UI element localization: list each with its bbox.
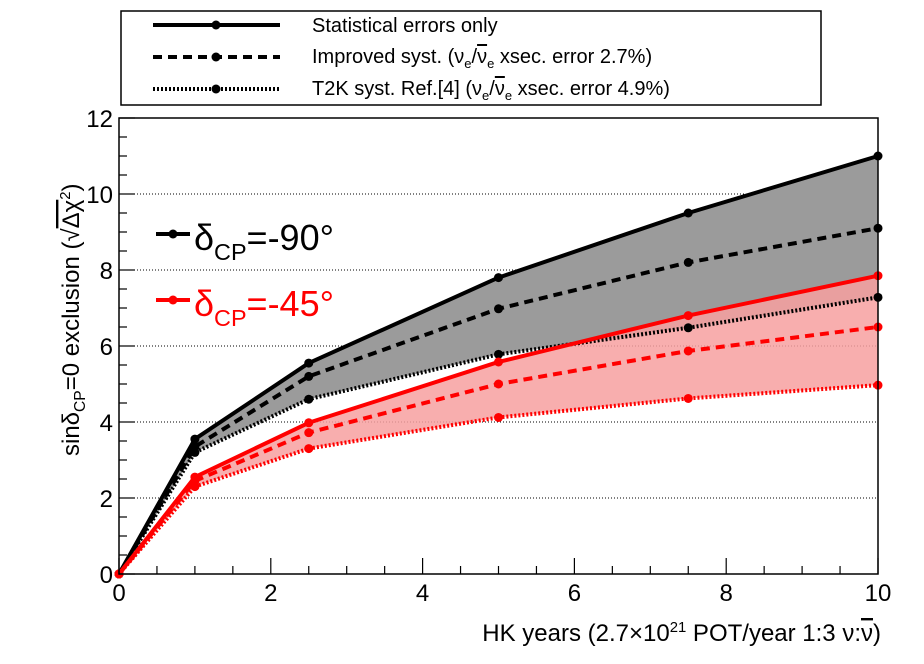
legend-dashed-pre: Improved syst. ( bbox=[312, 46, 455, 68]
x-tick-label-0: 0 bbox=[112, 580, 125, 607]
y-tick-label-6: 6 bbox=[100, 334, 113, 361]
x-tick-label-10: 10 bbox=[865, 580, 892, 607]
x-tick-label-6: 6 bbox=[568, 580, 581, 607]
legend-samples bbox=[153, 20, 280, 94]
point-group0-solid-1 bbox=[190, 434, 200, 444]
point-group1-dotted-1 bbox=[190, 482, 200, 492]
point-group0-dashed-4 bbox=[683, 257, 693, 267]
point-group1-dashed-2 bbox=[304, 428, 314, 438]
point-group1-solid-3 bbox=[494, 357, 503, 367]
y-title-mid: =0 exclusion ( bbox=[58, 242, 85, 391]
point-group1-dotted-3 bbox=[494, 412, 503, 422]
x-title-nubar: ν bbox=[861, 620, 873, 647]
group-label-45: δCP=-45° bbox=[156, 283, 334, 331]
legend-sample-marker-solid bbox=[211, 20, 221, 30]
legend-dotted-pre: T2K syst. Ref.[4] ( bbox=[312, 78, 472, 100]
series-line-group1-dashed bbox=[117, 325, 879, 576]
point-group1-solid-4 bbox=[683, 311, 693, 321]
legend-dashed-sub1: e bbox=[464, 56, 471, 71]
point-group0-dotted-4 bbox=[683, 323, 693, 333]
series-line-group0-solid bbox=[117, 154, 879, 575]
y-title-pre: sinδ bbox=[58, 412, 85, 456]
legend-entry-dotted: T2K syst. Ref.[4] (νe/νe xsec. error 4.9… bbox=[312, 78, 670, 103]
y-tick-label-12: 12 bbox=[86, 106, 113, 133]
group-label-45-value: =-45° bbox=[247, 283, 334, 324]
tick-labels: 0 2 4 6 8 10 0 2 4 6 8 10 12 bbox=[86, 106, 891, 607]
legend-dashed-slash: / bbox=[472, 46, 478, 68]
point-group1-solid-2 bbox=[304, 418, 314, 428]
group-sample-marker-0 bbox=[168, 229, 178, 239]
legend-dashed-nu: ν bbox=[454, 46, 464, 68]
point-group0-dotted-1 bbox=[190, 447, 200, 457]
y-title-sub: CP bbox=[72, 390, 89, 412]
group-label-90: δCP=-90° bbox=[156, 217, 334, 265]
legend-dashed-post: xsec. error 2.7%) bbox=[494, 46, 652, 68]
group-label-90-delta: δ bbox=[194, 217, 214, 258]
legend-sample-marker-dotted bbox=[211, 84, 221, 94]
group-label-45-sub: CP bbox=[214, 305, 247, 331]
point-group0-dashed-2 bbox=[304, 371, 314, 381]
legend-entry-dashed: Improved syst. (νe/νe xsec. error 2.7%) bbox=[312, 46, 652, 71]
legend-dotted-nubar: ν bbox=[495, 78, 505, 100]
legend-dotted-sub2: e bbox=[505, 88, 512, 103]
x-title-pre: HK years (2.7×10 bbox=[482, 620, 669, 647]
y-axis-title: sinδCP=0 exclusion (√Δχ2) bbox=[58, 183, 89, 456]
x-tick-label-8: 8 bbox=[720, 580, 733, 607]
x-axis-title: HK years (2.7×1021 POT/year 1:3 ν:ν) bbox=[482, 620, 881, 647]
y-title-post: ) bbox=[58, 183, 85, 191]
series-line-group1-dotted bbox=[117, 383, 879, 576]
point-group0-dotted-2 bbox=[304, 394, 314, 404]
group-label-90-sample bbox=[156, 229, 190, 239]
legend-dashed-sub2: e bbox=[487, 56, 494, 71]
y-title-chi: Δχ bbox=[58, 199, 85, 228]
point-group1-dotted-2 bbox=[304, 444, 314, 454]
legend-dashed-nubar: ν bbox=[477, 46, 487, 68]
point-group0-solid-3 bbox=[494, 273, 503, 283]
y-tick-label-4: 4 bbox=[100, 410, 113, 437]
series-lines bbox=[114, 151, 883, 579]
group-label-45-text: δCP=-45° bbox=[194, 283, 334, 331]
legend-dotted-post: xsec. error 4.9%) bbox=[512, 78, 670, 100]
x-tick-label-4: 4 bbox=[416, 580, 429, 607]
legend-dotted-sub1: e bbox=[482, 88, 489, 103]
point-group1-dotted-4 bbox=[683, 393, 693, 403]
group-label-45-sample bbox=[156, 295, 190, 305]
x-title-post: POT/year 1:3 ν: bbox=[686, 620, 861, 647]
point-group0-solid-2 bbox=[304, 358, 314, 368]
series-line-group0-dashed bbox=[117, 226, 879, 576]
group-sample-marker-1 bbox=[168, 295, 178, 305]
point-group1-dashed-4 bbox=[683, 346, 693, 356]
x-title-exp: 21 bbox=[670, 620, 687, 636]
legend-entry-solid: Statistical errors only bbox=[312, 15, 498, 37]
y-tick-label-0: 0 bbox=[100, 562, 113, 589]
point-group0-dotted-3 bbox=[494, 349, 503, 359]
y-tick-label-10: 10 bbox=[86, 182, 113, 209]
axes bbox=[118, 117, 879, 575]
group-label-90-text: δCP=-90° bbox=[194, 217, 334, 265]
legend-sample-marker-dashed bbox=[211, 52, 221, 62]
series-line-group1-solid bbox=[117, 273, 879, 576]
legend: Statistical errors only Improved syst. (… bbox=[120, 10, 822, 106]
y-title-sqrt: √ bbox=[58, 228, 85, 242]
point-group1-dashed-3 bbox=[494, 379, 503, 389]
group-label-45-delta: δ bbox=[194, 283, 214, 324]
y-tick-label-2: 2 bbox=[100, 486, 113, 513]
y-title-sup: 2 bbox=[58, 191, 74, 199]
group-label-90-value: =-90° bbox=[247, 217, 334, 258]
group-label-90-sub: CP bbox=[214, 239, 247, 265]
point-group0-solid-4 bbox=[683, 208, 693, 218]
x-tick-label-2: 2 bbox=[264, 580, 277, 607]
legend-dotted-slash: / bbox=[489, 78, 495, 100]
point-group0-dashed-3 bbox=[494, 304, 503, 314]
y-tick-label-8: 8 bbox=[100, 258, 113, 285]
legend-dotted-nu: ν bbox=[472, 78, 482, 100]
